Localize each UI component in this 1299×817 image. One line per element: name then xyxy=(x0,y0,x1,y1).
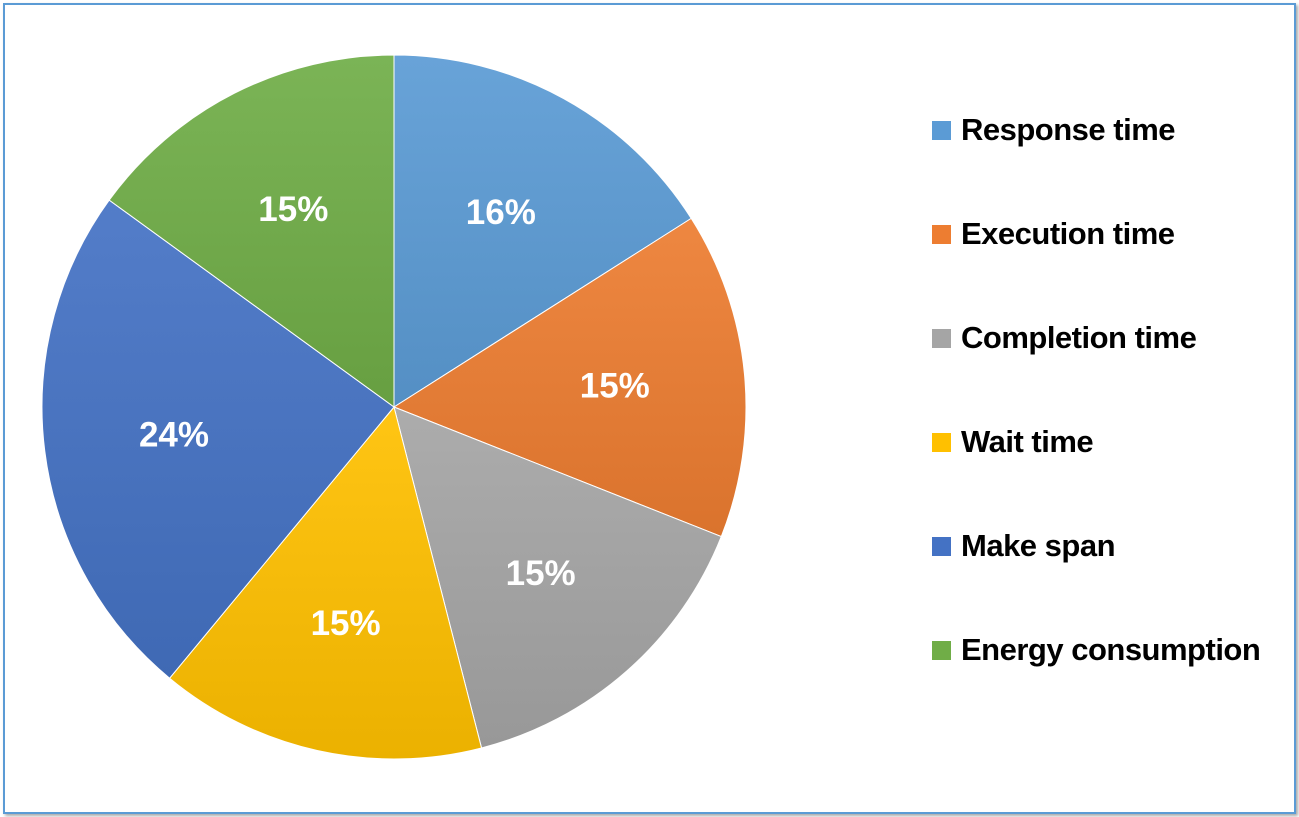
data-label-completion-time: 15% xyxy=(506,554,576,593)
legend-swatch xyxy=(932,640,951,660)
data-label-wait-time: 15% xyxy=(311,604,381,643)
data-label-make-span: 24% xyxy=(139,415,209,454)
legend-label: Make span xyxy=(961,528,1116,563)
legend-label: Wait time xyxy=(961,424,1094,459)
pie-slice-completion-time xyxy=(393,406,722,749)
legend-label: Energy consumption xyxy=(961,632,1261,667)
legend-swatch xyxy=(932,224,951,244)
legend-swatch xyxy=(932,536,951,556)
legend-item-response-time: Response time xyxy=(932,112,1176,148)
pie-slice-wait-time xyxy=(168,405,483,760)
legend-swatch xyxy=(932,328,951,348)
legend-item-wait-time: Wait time xyxy=(932,424,1094,460)
data-label-energy-consumption: 15% xyxy=(258,190,328,229)
legend-swatch xyxy=(932,432,951,452)
pie-slice-response-time xyxy=(393,54,692,408)
pie-slice-energy-consumption xyxy=(108,54,395,408)
pie-slice-execution-time xyxy=(392,217,747,538)
data-label-execution-time: 15% xyxy=(580,367,650,406)
legend-item-completion-time: Completion time xyxy=(932,320,1197,356)
legend-item-execution-time: Execution time xyxy=(932,216,1175,252)
legend-label: Response time xyxy=(961,112,1176,147)
legend-item-make-span: Make span xyxy=(932,528,1116,564)
legend-swatch xyxy=(932,120,951,140)
legend-label: Completion time xyxy=(961,320,1197,355)
legend-item-energy-consumption: Energy consumption xyxy=(932,632,1261,668)
legend-label: Execution time xyxy=(961,216,1175,251)
pie-slice-make-span xyxy=(41,199,395,679)
data-label-response-time: 16% xyxy=(466,193,536,232)
